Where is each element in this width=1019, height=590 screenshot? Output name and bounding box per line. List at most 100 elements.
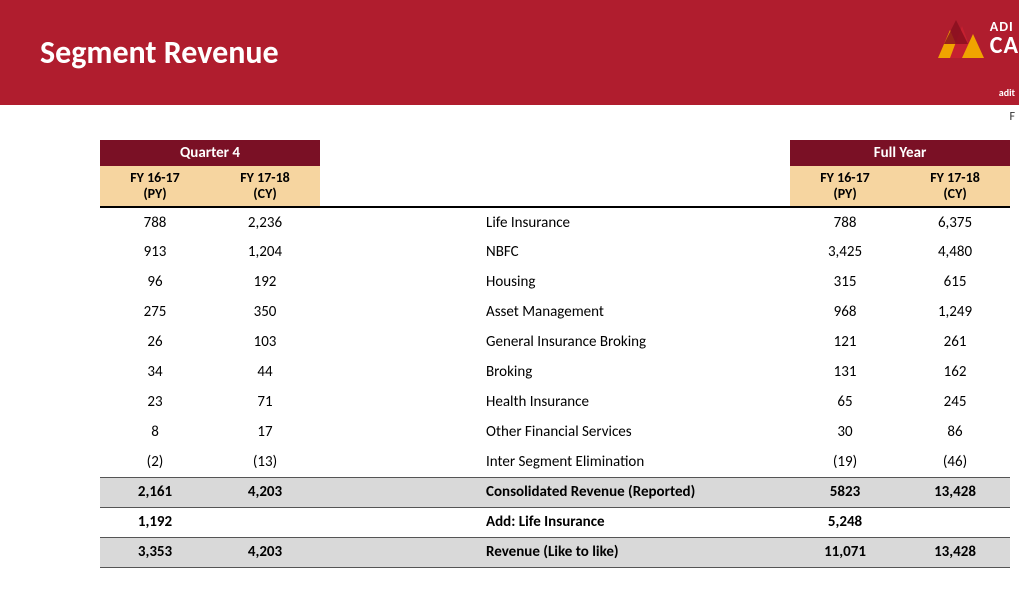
header-sub-note: adit [999,86,1015,99]
cell-fy-cy: 6,375 [900,207,1010,237]
cell-q4-py: (2) [100,447,210,477]
table-row: 7882,236Life Insurance7886,375 [100,207,1010,237]
cell-fy-py: 121 [790,327,900,357]
cell-q4-py: 2,161 [100,477,210,507]
cell-q4-py: 34 [100,357,210,387]
page-title: Segment Revenue [40,33,279,72]
cell-fy-cy: 4,480 [900,237,1010,267]
table-row: 26103 General Insurance Broking121261 [100,327,1010,357]
cell-label: Broking [470,357,790,387]
sub-header-fy-cy: FY 17-18(CY) [900,166,1010,207]
cell-fy-cy: 245 [900,387,1010,417]
cell-fy-py: 11,071 [790,537,900,567]
table-row: 3444Broking131162 [100,357,1010,387]
cell-q4-cy: 1,204 [210,237,320,267]
sub-header-row: FY 16-17(PY) FY 17-18(CY) FY 16-17(PY) F… [100,166,1010,207]
sub-header-spacer-1 [320,166,470,207]
cell-fy-cy [900,507,1010,537]
group-header-q4: Quarter 4 [100,140,320,166]
cell-fy-cy: 1,249 [900,297,1010,327]
cell-spacer [320,537,470,567]
table-row: (2)(13) Inter Segment Elimination(19)(46) [100,447,1010,477]
group-header-spacer [320,140,790,166]
cell-q4-cy: 350 [210,297,320,327]
cell-q4-cy: 192 [210,267,320,297]
cell-q4-py: 788 [100,207,210,237]
total-row-consolidated: 2,161 4,203 Consolidated Revenue (Report… [100,477,1010,507]
cell-q4-cy: 17 [210,417,320,447]
cell-fy-py: (19) [790,447,900,477]
group-header-row: Quarter 4 Full Year [100,140,1010,166]
sub-header-spacer-2 [470,166,790,207]
cell-fy-cy: 615 [900,267,1010,297]
cell-spacer [320,237,470,267]
table-row: 96192 Housing315615 [100,267,1010,297]
logo-icon [938,20,984,58]
cell-label: General Insurance Broking [470,327,790,357]
group-header-fy: Full Year [790,140,1010,166]
cell-fy-cy: 86 [900,417,1010,447]
cell-label: Housing [470,267,790,297]
cell-q4-py: 23 [100,387,210,417]
cell-fy-py: 65 [790,387,900,417]
sub-header-fy-py: FY 16-17(PY) [790,166,900,207]
cell-spacer [320,327,470,357]
segment-revenue-table-wrap: Quarter 4 Full Year FY 16-17(PY) FY 17-1… [0,105,1019,568]
cell-label: Asset Management [470,297,790,327]
cell-q4-py: 913 [100,237,210,267]
total-row-like-to-like: 3,353 4,203 Revenue (Like to like) 11,07… [100,537,1010,567]
logo-text-bottom: CA [990,34,1019,58]
cell-q4-cy: 44 [210,357,320,387]
cell-fy-py: 5823 [790,477,900,507]
table-row: 275350 Asset Management9681,249 [100,297,1010,327]
cell-q4-py: 96 [100,267,210,297]
cell-q4-py: 275 [100,297,210,327]
cell-label: Revenue (Like to like) [470,537,790,567]
cell-fy-py: 30 [790,417,900,447]
cell-q4-cy: 71 [210,387,320,417]
cell-q4-py: 26 [100,327,210,357]
cell-spacer [320,207,470,237]
cell-fy-cy: 13,428 [900,477,1010,507]
cell-q4-cy: 4,203 [210,537,320,567]
cell-q4-py: 3,353 [100,537,210,567]
cell-q4-cy: 103 [210,327,320,357]
logo-text: ADI CA [990,20,1019,58]
cell-spacer [320,507,470,537]
cell-fy-py: 131 [790,357,900,387]
cell-q4-cy: 2,236 [210,207,320,237]
add-row-life-insurance: 1,192 Add: Life Insurance 5,248 [100,507,1010,537]
cell-spacer [320,267,470,297]
cell-label: Consolidated Revenue (Reported) [470,477,790,507]
cell-fy-py: 788 [790,207,900,237]
cell-q4-py: 1,192 [100,507,210,537]
cell-spacer [320,447,470,477]
cell-q4-cy: 4,203 [210,477,320,507]
cell-q4-py: 8 [100,417,210,447]
header-band: Segment Revenue ADI CA adit [0,0,1019,105]
cell-label: NBFC [470,237,790,267]
cell-spacer [320,357,470,387]
cell-q4-cy [210,507,320,537]
cell-fy-py: 968 [790,297,900,327]
cell-fy-cy: (46) [900,447,1010,477]
cell-q4-cy: (13) [210,447,320,477]
cell-fy-py: 315 [790,267,900,297]
cell-fy-cy: 13,428 [900,537,1010,567]
cell-label: Health Insurance [470,387,790,417]
sub-header-q4-cy: FY 17-18(CY) [210,166,320,207]
cell-fy-py: 5,248 [790,507,900,537]
cell-label: Inter Segment Elimination [470,447,790,477]
table-row: 9131,204NBFC3,4254,480 [100,237,1010,267]
logo: ADI CA [938,20,1019,58]
cell-spacer [320,297,470,327]
sub-header-q4-py: FY 16-17(PY) [100,166,210,207]
cell-spacer [320,387,470,417]
cell-label: Other Financial Services [470,417,790,447]
table-row: 2371 Health Insurance65245 [100,387,1010,417]
segment-revenue-table: Quarter 4 Full Year FY 16-17(PY) FY 17-1… [100,140,1010,568]
cell-spacer [320,477,470,507]
cell-fy-cy: 261 [900,327,1010,357]
cell-spacer [320,417,470,447]
table-row: 817 Other Financial Services3086 [100,417,1010,447]
